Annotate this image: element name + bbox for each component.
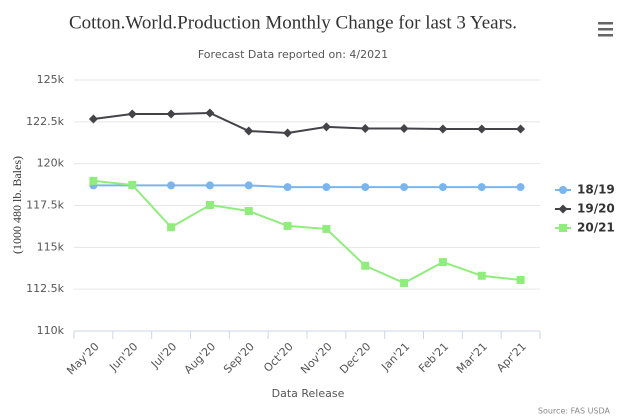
x-tick-label: Dec'20 [337,340,373,376]
point [244,126,254,136]
point [283,128,293,138]
point [559,224,567,232]
point [167,181,176,190]
point [477,271,486,280]
point [205,181,214,190]
legend-label: 19/20 [577,202,615,216]
point [438,258,447,267]
point [283,221,292,230]
x-tick-label: Apr'21 [494,340,529,375]
point [128,180,137,189]
point [88,114,98,124]
point [516,183,525,192]
point [516,275,525,284]
x-tick-label: Jul'20 [148,340,179,371]
series-line [93,111,521,135]
y-tick-label: 115k [37,240,65,253]
y-tick-label: 122.5k [26,115,64,128]
point [167,223,176,232]
point [321,122,331,132]
x-tick-label: Oct'20 [261,340,296,375]
x-tick-label: Sep'20 [221,340,257,376]
y-tick-label: 117.5k [26,199,64,212]
y-tick-label: 120k [37,157,65,170]
y-tick-label: 125k [37,73,65,86]
legend-label: 20/21 [577,221,615,235]
y-tick-label: 110k [37,324,65,337]
point [322,224,331,233]
series-line [93,179,521,285]
x-tick-label: May'20 [64,340,101,377]
point [438,183,447,192]
point [361,183,370,192]
point [244,181,253,190]
x-tick-label: Jun'20 [106,340,140,374]
point [477,124,487,134]
point [400,183,409,192]
x-tick-label: Nov'20 [298,340,334,376]
point [205,108,215,118]
point [516,124,526,134]
point [438,124,448,134]
menu-bar [598,28,613,31]
y-tick-label: 112.5k [26,282,64,295]
x-tick-label: Jan'21 [378,340,412,374]
point [558,204,568,214]
point [400,278,409,287]
x-tick-label: Feb'21 [416,340,451,375]
source: Source: FAS USDA [538,407,611,416]
y-axis-label: (1000 480 lb. Bales) [10,156,24,254]
point [166,109,176,119]
point [244,207,253,216]
series-line [93,184,521,189]
x-axis-label: Data Release [272,387,345,400]
point [322,183,331,192]
point [127,109,137,119]
legend-label: 18/19 [577,183,615,197]
x-tick-label: Aug'20 [182,340,218,376]
chart-title: Cotton.World.Production Monthly Change f… [69,12,517,33]
chart-subtitle: Forecast Data reported on: 4/2021 [198,48,388,61]
point [283,183,292,192]
menu-bar [598,22,613,25]
point [361,261,370,270]
menu-bar [598,34,613,37]
point [205,200,214,209]
point [477,183,486,192]
menu-button[interactable] [598,22,613,37]
point [559,186,567,194]
point [399,124,409,134]
x-tick-label: Mar'21 [454,340,490,376]
point [360,124,370,134]
point [89,176,98,185]
